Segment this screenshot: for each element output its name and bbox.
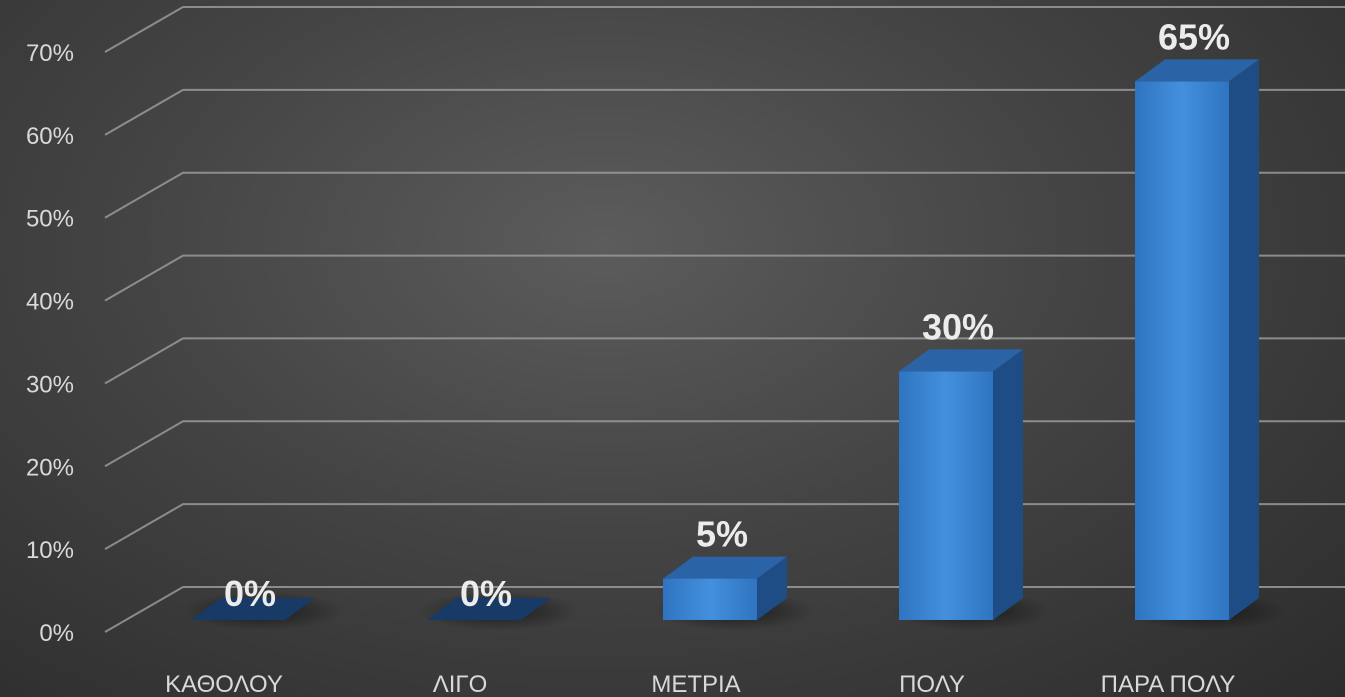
bar <box>191 598 315 620</box>
gridline <box>104 254 1345 302</box>
bar-front <box>663 578 757 620</box>
bar <box>899 349 1023 620</box>
x-axis-category-labels: ΚΑΘΟΛΟΥ ΛΙΓΟ ΜΕΤΡΙΑ ΠΟΛΥ ΠΑΡΑ ΠΟΛΥ <box>165 671 1235 697</box>
bar-top <box>899 349 1023 372</box>
gridline <box>104 337 1345 385</box>
y-tick-label: 0% <box>39 620 74 647</box>
bar-side <box>993 349 1023 620</box>
bar <box>427 598 551 620</box>
gridline <box>104 171 1345 219</box>
category-label: ΛΙΓΟ <box>433 671 488 697</box>
data-label: 0% <box>224 573 276 614</box>
bar-front <box>899 371 993 620</box>
y-tick-label: 60% <box>26 123 74 150</box>
y-tick-label: 40% <box>26 289 74 316</box>
data-label: 30% <box>922 306 994 347</box>
category-label: ΠΟΛΥ <box>899 671 965 697</box>
y-tick-label: 10% <box>26 537 74 564</box>
data-label: 0% <box>460 573 512 614</box>
bar <box>1135 59 1259 620</box>
category-label: ΚΑΘΟΛΟΥ <box>165 671 283 697</box>
data-label: 5% <box>696 514 748 555</box>
bars <box>183 59 1287 631</box>
bar-top <box>1135 59 1259 82</box>
gridline <box>104 6 1345 53</box>
y-tick-label: 30% <box>26 371 74 398</box>
bar-front <box>1135 81 1229 620</box>
gridline <box>104 88 1345 136</box>
y-tick-label: 20% <box>26 454 74 481</box>
data-labels: 0% 0% 5% 30% 65% <box>224 16 1230 614</box>
y-axis-tick-labels: 0% 10% 20% 30% 40% 50% 60% 70% <box>26 40 74 647</box>
bar-top <box>663 556 787 579</box>
y-tick-label: 70% <box>26 40 74 67</box>
y-tick-label: 50% <box>26 206 74 233</box>
data-label: 65% <box>1158 16 1230 57</box>
category-label: ΜΕΤΡΙΑ <box>651 671 740 697</box>
gridlines <box>104 6 1345 633</box>
bar-side <box>757 556 787 620</box>
category-label: ΠΑΡΑ ΠΟΛΥ <box>1101 671 1236 697</box>
bar-base <box>191 598 315 620</box>
bar <box>663 556 787 620</box>
bar-base <box>427 598 551 620</box>
bar-side <box>1229 59 1259 620</box>
